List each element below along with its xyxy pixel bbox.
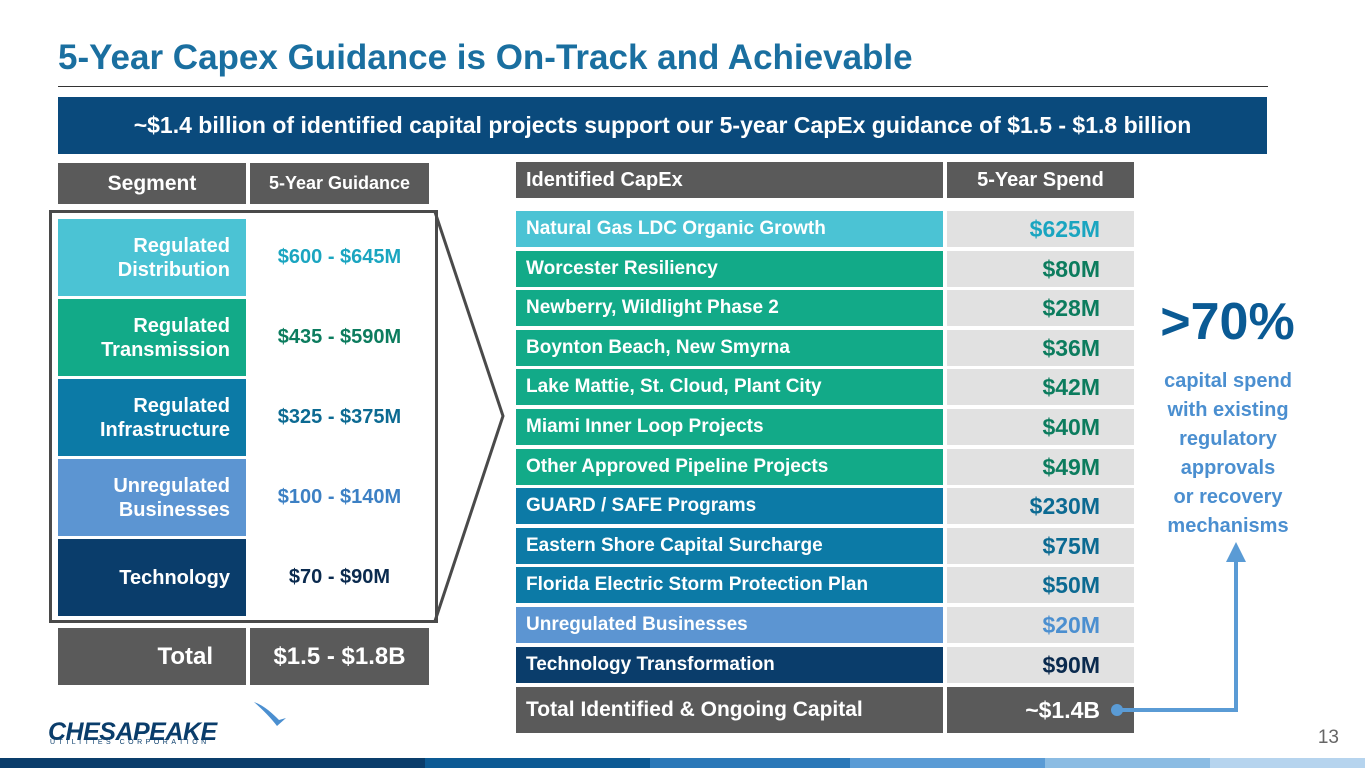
- segment-guidance: $600 - $645M: [250, 219, 429, 296]
- capex-item-name: Other Approved Pipeline Projects: [516, 449, 943, 485]
- capex-item-spend: $40M: [947, 409, 1134, 445]
- segment-header: Segment: [58, 163, 246, 204]
- total-guidance: $1.5 - $1.8B: [250, 628, 429, 685]
- callout-arrow-icon: [1111, 542, 1246, 716]
- expand-arrow-icon: [433, 211, 505, 622]
- capex-item-spend: $28M: [947, 290, 1134, 326]
- capex-item-spend: $230M: [947, 488, 1134, 524]
- capex-item-spend: $20M: [947, 607, 1134, 643]
- segment-label: Regulated Transmission: [58, 299, 246, 376]
- slide-title: 5-Year Capex Guidance is On-Track and Ac…: [58, 38, 913, 77]
- logo-tagline: UTILITIES CORPORATION: [50, 739, 210, 746]
- capex-item-name: Miami Inner Loop Projects: [516, 409, 943, 445]
- segment-guidance: $100 - $140M: [250, 459, 429, 536]
- bird-icon: [254, 702, 286, 726]
- callout-line: regulatory: [1179, 428, 1277, 450]
- capex-item-name: Unregulated Businesses: [516, 607, 943, 643]
- capex-total-value: ~$1.4B: [947, 687, 1134, 733]
- callout-line: capital spend: [1164, 370, 1292, 392]
- percent-callout: >70%: [1160, 293, 1295, 351]
- callout-line: or recovery: [1173, 486, 1283, 508]
- capex-item-name: Natural Gas LDC Organic Growth: [516, 211, 943, 247]
- capex-item-name: Technology Transformation: [516, 647, 943, 683]
- capex-item-spend: $80M: [947, 251, 1134, 287]
- callout-line: mechanisms: [1167, 515, 1289, 537]
- segment-label: Regulated Infrastructure: [58, 379, 246, 456]
- capex-item-name: Newberry, Wildlight Phase 2: [516, 290, 943, 326]
- capex-item-name: Eastern Shore Capital Surcharge: [516, 528, 943, 564]
- capex-item-name: Lake Mattie, St. Cloud, Plant City: [516, 369, 943, 405]
- capex-item-spend: $90M: [947, 647, 1134, 683]
- title-divider: [58, 86, 1268, 87]
- capex-item-spend: $625M: [947, 211, 1134, 247]
- page-number: 13: [1317, 727, 1339, 748]
- segment-label: Regulated Distribution: [58, 219, 246, 296]
- total-label: Total: [58, 628, 246, 685]
- logo-wordmark: CHESAPEAKE: [48, 718, 217, 746]
- capex-total-label: Total Identified & Ongoing Capital: [516, 687, 943, 733]
- capex-item-name: Florida Electric Storm Protection Plan: [516, 567, 943, 603]
- segment-label: Technology: [58, 539, 246, 616]
- capex-item-spend: $75M: [947, 528, 1134, 564]
- callout-line: with existing: [1167, 399, 1289, 421]
- capex-item-spend: $49M: [947, 449, 1134, 485]
- segment-guidance: $325 - $375M: [250, 379, 429, 456]
- summary-banner: ~$1.4 billion of identified capital proj…: [58, 97, 1267, 154]
- capex-item-spend: $36M: [947, 330, 1134, 366]
- capex-item-name: GUARD / SAFE Programs: [516, 488, 943, 524]
- capex-item-spend: $42M: [947, 369, 1134, 405]
- capex-header: Identified CapEx: [516, 162, 943, 198]
- segment-label: Unregulated Businesses: [58, 459, 246, 536]
- company-logo: CHESAPEAKE UTILITIES CORPORATION: [48, 700, 288, 750]
- callout-note: capital spend with existing regulatory a…: [1145, 367, 1311, 541]
- segment-guidance: $70 - $90M: [250, 539, 429, 616]
- capex-item-name: Worcester Resiliency: [516, 251, 943, 287]
- callout-line: approvals: [1180, 457, 1276, 479]
- guidance-header: 5-Year Guidance: [250, 163, 429, 204]
- segment-frame: [49, 210, 438, 623]
- spend-header: 5-Year Spend: [947, 162, 1134, 198]
- capex-item-name: Boynton Beach, New Smyrna: [516, 330, 943, 366]
- footer-color-bar: [0, 758, 1365, 768]
- segment-guidance: $435 - $590M: [250, 299, 429, 376]
- capex-item-spend: $50M: [947, 567, 1134, 603]
